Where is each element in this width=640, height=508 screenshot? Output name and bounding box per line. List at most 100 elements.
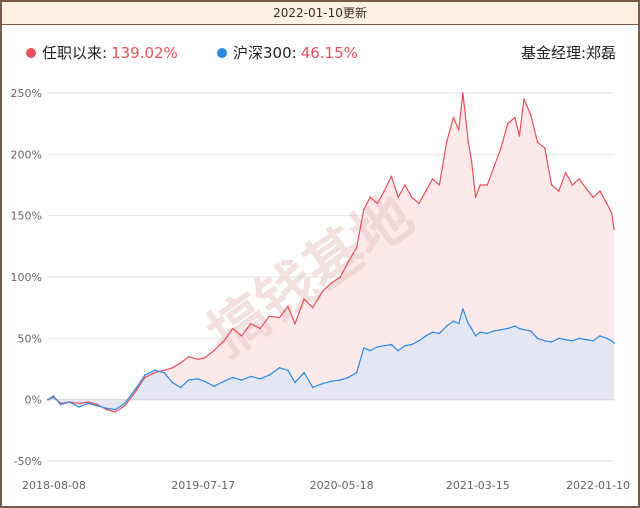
x-tick-label: 2018-08-08 bbox=[22, 479, 86, 492]
data-point bbox=[179, 386, 182, 389]
data-point bbox=[311, 306, 314, 309]
data-point bbox=[610, 212, 613, 214]
data-point bbox=[493, 330, 495, 332]
data-point bbox=[376, 346, 379, 348]
data-point bbox=[458, 322, 460, 325]
data-point bbox=[249, 322, 252, 325]
data-point bbox=[144, 374, 146, 376]
data-point bbox=[523, 328, 525, 331]
data-point bbox=[564, 338, 567, 341]
data-point bbox=[203, 380, 206, 383]
data-point bbox=[445, 325, 448, 327]
y-axis: 250% 200% 150% 100% 50% 0% -50% bbox=[11, 87, 42, 468]
data-point bbox=[452, 116, 455, 119]
update-date-label: 2022-01-10更新 bbox=[273, 6, 367, 20]
fund-series-dot-icon bbox=[26, 47, 36, 58]
data-point bbox=[294, 381, 296, 384]
data-point bbox=[592, 340, 594, 342]
y-tick-label: -50% bbox=[14, 455, 42, 468]
data-point bbox=[462, 308, 464, 310]
data-point bbox=[96, 403, 99, 406]
update-banner: 2022-01-10更新 bbox=[2, 2, 638, 25]
data-point bbox=[87, 401, 90, 403]
data-point bbox=[585, 338, 588, 341]
data-point bbox=[59, 403, 62, 406]
data-point bbox=[163, 369, 166, 372]
data-point bbox=[268, 374, 271, 376]
fund-manager-label: 基金经理:郑磊 bbox=[520, 44, 616, 62]
data-point bbox=[493, 165, 495, 168]
data-point bbox=[411, 196, 413, 199]
data-point bbox=[231, 376, 234, 379]
data-point bbox=[425, 190, 427, 192]
legend-index-name: 沪深300: bbox=[233, 44, 297, 62]
data-point bbox=[530, 330, 532, 332]
data-point bbox=[613, 228, 615, 230]
data-point bbox=[470, 327, 473, 330]
data-point bbox=[213, 385, 215, 388]
data-point bbox=[240, 379, 243, 381]
data-point bbox=[240, 335, 243, 337]
data-point bbox=[578, 337, 580, 340]
y-tick-label: 100% bbox=[11, 271, 42, 284]
data-point bbox=[530, 114, 532, 116]
data-point bbox=[452, 320, 455, 322]
data-point bbox=[187, 379, 190, 381]
data-point bbox=[223, 340, 225, 342]
data-point bbox=[330, 282, 333, 284]
data-point bbox=[114, 411, 117, 413]
data-point bbox=[536, 141, 539, 143]
data-point bbox=[355, 246, 358, 249]
data-point bbox=[47, 398, 49, 401]
legend-index-value: 46.15% bbox=[300, 44, 358, 62]
data-point bbox=[268, 315, 271, 318]
data-point bbox=[599, 335, 601, 337]
data-point bbox=[203, 357, 206, 359]
data-point bbox=[431, 178, 434, 180]
x-tick-label: 2020-05-18 bbox=[310, 479, 374, 492]
performance-chart: 搞钱基地 250%200%150%100%50%0%-50% 2018-08-0… bbox=[11, 87, 630, 492]
data-point bbox=[474, 196, 477, 199]
data-point bbox=[462, 92, 464, 94]
data-point bbox=[571, 340, 574, 342]
y-tick-label: 150% bbox=[11, 210, 42, 223]
data-point bbox=[404, 184, 406, 186]
data-point bbox=[259, 327, 262, 330]
data-point bbox=[486, 332, 489, 335]
data-point bbox=[571, 184, 574, 186]
data-point bbox=[390, 343, 393, 346]
legend-fund-value: 139.02% bbox=[111, 44, 178, 62]
data-point bbox=[606, 202, 608, 205]
x-tick-label: 2019-07-17 bbox=[171, 479, 235, 492]
data-point bbox=[278, 316, 281, 319]
data-point bbox=[599, 190, 601, 192]
data-point bbox=[404, 344, 406, 347]
data-point bbox=[105, 408, 108, 411]
x-tick-label: 2022-01-10 bbox=[566, 479, 630, 492]
data-point bbox=[474, 335, 477, 337]
data-point bbox=[376, 202, 379, 205]
legend-item-fund[interactable]: 任职以来: 139.02% bbox=[26, 42, 178, 64]
data-point bbox=[479, 331, 481, 334]
data-point bbox=[613, 342, 615, 344]
data-point bbox=[347, 261, 349, 264]
data-point bbox=[339, 379, 342, 381]
data-point bbox=[514, 325, 516, 327]
data-point bbox=[479, 184, 481, 186]
data-point bbox=[339, 276, 342, 278]
data-point bbox=[585, 187, 588, 190]
data-point bbox=[383, 190, 386, 192]
data-point bbox=[558, 337, 560, 340]
legend-fund-name: 任职以来: bbox=[42, 44, 108, 62]
data-point bbox=[425, 335, 427, 337]
data-point bbox=[418, 202, 420, 205]
legend-item-index[interactable]: 沪深300: 46.15% bbox=[217, 42, 358, 64]
data-point bbox=[259, 378, 262, 380]
data-point bbox=[330, 380, 333, 383]
data-point bbox=[506, 122, 509, 125]
data-point bbox=[438, 332, 441, 335]
data-point bbox=[144, 376, 146, 379]
series-lines bbox=[47, 92, 615, 413]
index-series-dot-icon bbox=[217, 47, 227, 58]
